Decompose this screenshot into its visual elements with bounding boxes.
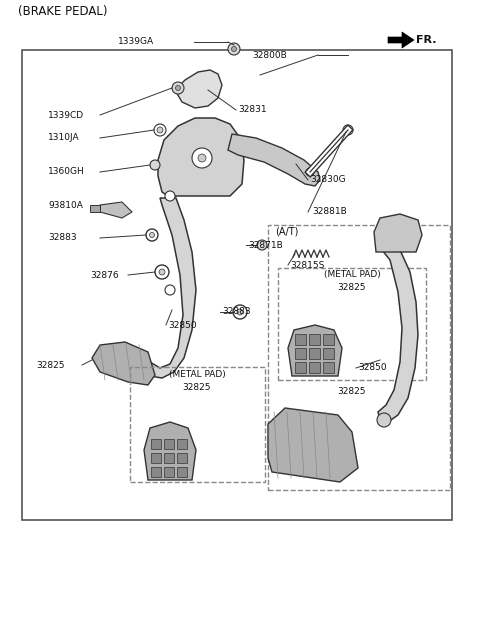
Polygon shape xyxy=(268,408,358,482)
Text: 32850: 32850 xyxy=(358,363,386,373)
Bar xyxy=(323,334,334,345)
Text: 1360GH: 1360GH xyxy=(48,167,85,177)
Polygon shape xyxy=(90,205,100,212)
Circle shape xyxy=(176,86,180,91)
Text: 32815S: 32815S xyxy=(290,260,324,270)
Text: 32831: 32831 xyxy=(238,105,266,115)
Polygon shape xyxy=(228,134,320,186)
Text: 32881B: 32881B xyxy=(312,208,347,216)
Bar xyxy=(164,453,174,463)
Text: 1339GA: 1339GA xyxy=(118,37,154,46)
Circle shape xyxy=(172,82,184,94)
Bar xyxy=(151,467,161,477)
Bar xyxy=(164,439,174,449)
Text: 32830G: 32830G xyxy=(310,175,346,185)
Circle shape xyxy=(159,269,165,275)
Text: 32800B: 32800B xyxy=(252,50,287,60)
Circle shape xyxy=(154,124,166,136)
Bar xyxy=(309,348,320,359)
Polygon shape xyxy=(378,250,418,422)
Circle shape xyxy=(257,240,267,250)
Circle shape xyxy=(165,285,175,295)
Circle shape xyxy=(237,309,243,315)
Text: 32825: 32825 xyxy=(183,384,211,392)
Polygon shape xyxy=(388,32,414,48)
Text: (A/T): (A/T) xyxy=(275,227,299,237)
Text: 32876: 32876 xyxy=(90,270,119,280)
Text: 32883: 32883 xyxy=(222,308,251,316)
Bar xyxy=(177,439,187,449)
Polygon shape xyxy=(144,198,196,378)
Circle shape xyxy=(231,46,237,51)
Circle shape xyxy=(306,168,314,176)
Circle shape xyxy=(377,413,391,427)
Bar xyxy=(309,362,320,373)
Bar xyxy=(309,334,320,345)
Circle shape xyxy=(228,43,240,55)
Bar xyxy=(22,50,452,520)
Polygon shape xyxy=(144,422,196,480)
Polygon shape xyxy=(92,342,155,385)
Bar xyxy=(295,334,306,345)
Bar xyxy=(323,348,334,359)
Bar xyxy=(295,348,306,359)
Polygon shape xyxy=(175,70,222,108)
Bar xyxy=(164,467,174,477)
Circle shape xyxy=(149,232,155,237)
Circle shape xyxy=(150,160,160,170)
Polygon shape xyxy=(158,118,244,196)
Text: 32883: 32883 xyxy=(48,234,77,242)
Circle shape xyxy=(165,191,175,201)
Bar xyxy=(323,362,334,373)
Text: 1310JA: 1310JA xyxy=(48,133,80,143)
Polygon shape xyxy=(374,214,422,252)
Bar xyxy=(151,453,161,463)
Circle shape xyxy=(192,148,212,168)
Text: 32825: 32825 xyxy=(338,388,366,397)
Bar xyxy=(177,453,187,463)
Circle shape xyxy=(233,305,247,319)
Bar xyxy=(278,268,426,380)
Polygon shape xyxy=(100,202,132,218)
Bar xyxy=(295,362,306,373)
Text: 1339CD: 1339CD xyxy=(48,110,84,120)
Text: 93810A: 93810A xyxy=(48,200,83,210)
Circle shape xyxy=(146,229,158,241)
Bar xyxy=(130,367,265,482)
Bar xyxy=(268,225,450,490)
Text: FR.: FR. xyxy=(416,35,436,45)
Text: (BRAKE PEDAL): (BRAKE PEDAL) xyxy=(18,6,108,19)
Text: 32825: 32825 xyxy=(338,283,366,293)
Circle shape xyxy=(343,125,353,135)
Text: (METAL PAD): (METAL PAD) xyxy=(168,371,226,379)
Text: 32871B: 32871B xyxy=(248,241,283,249)
Bar xyxy=(151,439,161,449)
Circle shape xyxy=(157,127,163,133)
Text: (METAL PAD): (METAL PAD) xyxy=(324,270,380,280)
Text: 32825: 32825 xyxy=(36,360,64,370)
Bar xyxy=(177,467,187,477)
Circle shape xyxy=(198,154,206,162)
Circle shape xyxy=(155,265,169,279)
Text: 32850: 32850 xyxy=(168,321,197,329)
Polygon shape xyxy=(288,325,342,376)
